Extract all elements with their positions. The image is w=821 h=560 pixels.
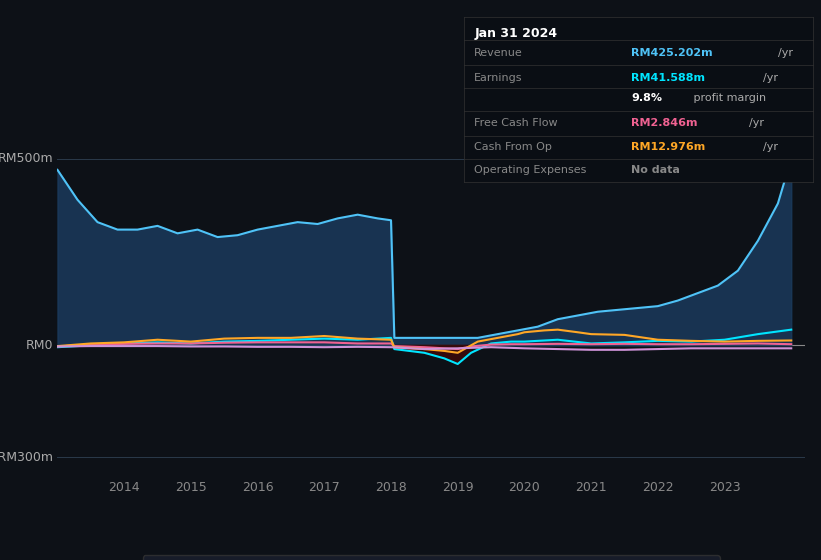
Text: /yr: /yr — [764, 73, 778, 83]
Text: /yr: /yr — [749, 118, 764, 128]
Text: Revenue: Revenue — [475, 48, 523, 58]
Text: Jan 31 2024: Jan 31 2024 — [475, 27, 557, 40]
Text: RM425.202m: RM425.202m — [631, 48, 713, 58]
Text: -RM300m: -RM300m — [0, 451, 53, 464]
Text: Earnings: Earnings — [475, 73, 523, 83]
Text: No data: No data — [631, 165, 681, 175]
Text: /yr: /yr — [778, 48, 793, 58]
Text: RM500m: RM500m — [0, 152, 53, 165]
Text: Cash From Op: Cash From Op — [475, 142, 553, 152]
Text: profit margin: profit margin — [690, 93, 766, 102]
Text: /yr: /yr — [764, 142, 778, 152]
Text: RM12.976m: RM12.976m — [631, 142, 705, 152]
Text: Operating Expenses: Operating Expenses — [475, 165, 587, 175]
Legend: Revenue, Earnings, Free Cash Flow, Cash From Op, Operating Expenses: Revenue, Earnings, Free Cash Flow, Cash … — [143, 555, 719, 560]
Text: 9.8%: 9.8% — [631, 93, 663, 102]
Text: RM2.846m: RM2.846m — [631, 118, 698, 128]
Text: RM0: RM0 — [26, 339, 53, 352]
Text: RM41.588m: RM41.588m — [631, 73, 705, 83]
Text: Free Cash Flow: Free Cash Flow — [475, 118, 558, 128]
